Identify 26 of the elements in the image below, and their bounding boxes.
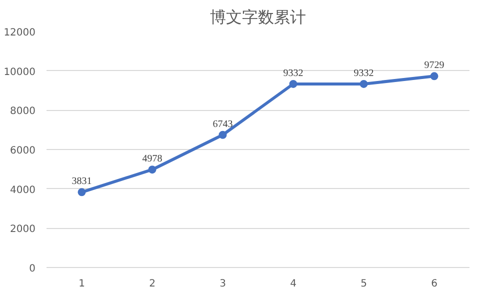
y-tick-label: 10000 [4,66,36,78]
point [218,130,227,139]
point [148,166,156,174]
point [78,188,86,196]
point [430,72,438,80]
x-tick-label: 3 [220,278,226,289]
y-tick-label: 8000 [10,106,36,118]
x-tick-label: 4 [290,278,296,289]
x-tick-label: 1 [78,278,85,289]
data-label: 9332 [354,68,374,79]
y-tick-label: 12000 [4,28,36,38]
x-tick-label: 2 [149,278,156,289]
point [360,80,368,88]
data-label: 6743 [212,118,233,130]
point [289,80,298,88]
y-tick-label: 6000 [10,146,36,156]
y-tick-label: 4000 [10,184,36,196]
data-label: 9332 [283,68,304,79]
x-tick-label: 5 [360,278,367,289]
y-tick-label: 2000 [10,224,36,236]
data-label: 3831 [72,176,92,188]
x-tick-label: 6 [431,278,438,289]
chart-title: 博文字数累计 [210,8,306,26]
data-label: 9729 [424,60,444,72]
y-tick-label: 0 [29,264,36,274]
data-label: 4978 [142,154,162,165]
